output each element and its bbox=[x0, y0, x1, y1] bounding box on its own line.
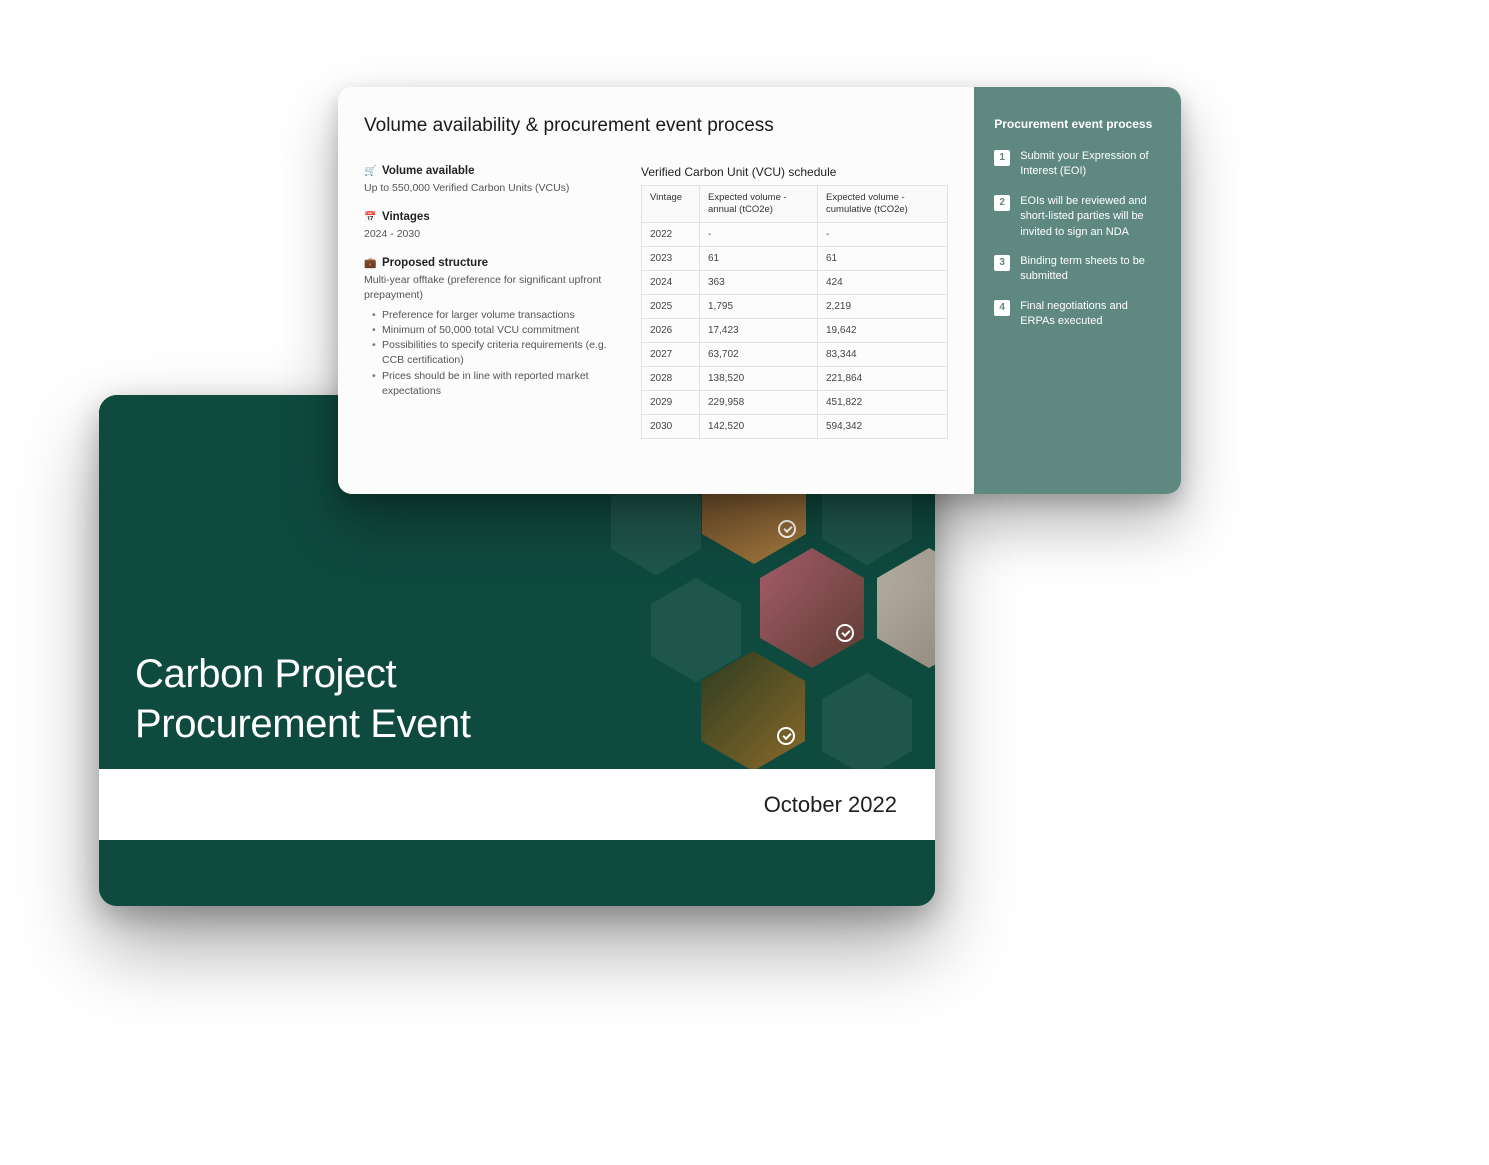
table-row: 2022-- bbox=[642, 222, 948, 246]
vcu-cell-vintage: 2024 bbox=[642, 270, 700, 294]
vcu-cell-vintage: 2027 bbox=[642, 342, 700, 366]
table-row: 2029229,958451,822 bbox=[642, 390, 948, 414]
structure-bullet: Prices should be in line with reported m… bbox=[372, 369, 619, 399]
vcu-col-header: Vintage bbox=[642, 186, 700, 223]
vcu-cell-vintage: 2023 bbox=[642, 246, 700, 270]
table-row: 2028138,520221,864 bbox=[642, 366, 948, 390]
structure-heading: Proposed structure bbox=[364, 257, 619, 269]
vcu-table-body: 2022--20236161202436342420251,7952,21920… bbox=[642, 222, 948, 438]
check-icon bbox=[836, 624, 854, 642]
structure-heading-text: Proposed structure bbox=[382, 257, 488, 269]
vintages-heading: Vintages bbox=[364, 211, 619, 223]
structure-bullet: Preference for larger volume transaction… bbox=[372, 308, 619, 323]
vcu-cell-vintage: 2030 bbox=[642, 414, 700, 438]
vcu-cell-vintage: 2022 bbox=[642, 222, 700, 246]
step-text: Final negotiations and ERPAs executed bbox=[1020, 299, 1161, 330]
cover-title-line2: Procurement Event bbox=[135, 702, 471, 746]
vcu-cell-value: - bbox=[700, 222, 818, 246]
vcu-table-head: VintageExpected volume - annual (tCO2e)E… bbox=[642, 186, 948, 223]
vcu-cell-vintage: 2025 bbox=[642, 294, 700, 318]
vcu-col-header: Expected volume - annual (tCO2e) bbox=[700, 186, 818, 223]
table-row: 20236161 bbox=[642, 246, 948, 270]
volume-heading: Volume available bbox=[364, 165, 619, 177]
check-icon bbox=[778, 520, 796, 538]
hexagon-photo-cement bbox=[877, 548, 935, 668]
vintages-heading-text: Vintages bbox=[382, 211, 430, 223]
detail-body: Volume available Up to 550,000 Verified … bbox=[364, 165, 948, 474]
detail-card: Volume availability & procurement event … bbox=[338, 87, 1181, 494]
side-title: Procurement event process bbox=[994, 117, 1161, 131]
vcu-cell-vintage: 2028 bbox=[642, 366, 700, 390]
cover-white-band: October 2022 bbox=[99, 769, 935, 840]
vcu-cell-value: - bbox=[818, 222, 948, 246]
vcu-cell-value: 61 bbox=[700, 246, 818, 270]
step-text: Submit your Expression of Interest (EOI) bbox=[1020, 149, 1161, 180]
vcu-cell-value: 2,219 bbox=[818, 294, 948, 318]
check-icon bbox=[777, 727, 795, 745]
table-row: 202617,42319,642 bbox=[642, 318, 948, 342]
detail-side-panel: Procurement event process 1 Submit your E… bbox=[974, 87, 1181, 494]
step-number: 4 bbox=[994, 300, 1010, 316]
vcu-cell-value: 451,822 bbox=[818, 390, 948, 414]
step-number: 1 bbox=[994, 150, 1010, 166]
vcu-cell-value: 63,702 bbox=[700, 342, 818, 366]
cover-title-line1: Carbon Project bbox=[135, 652, 396, 696]
step-text: Binding term sheets to be submitted bbox=[1020, 254, 1161, 285]
detail-main: Volume availability & procurement event … bbox=[338, 87, 974, 494]
step-text: EOIs will be reviewed and short-listed p… bbox=[1020, 194, 1161, 240]
detail-right-column: Verified Carbon Unit (VCU) schedule Vint… bbox=[641, 165, 948, 474]
vcu-cell-value: 17,423 bbox=[700, 318, 818, 342]
structure-bullets: Preference for larger volume transaction… bbox=[364, 308, 619, 399]
vcu-cell-value: 61 bbox=[818, 246, 948, 270]
vcu-cell-value: 424 bbox=[818, 270, 948, 294]
structure-text: Multi-year offtake (preference for signi… bbox=[364, 273, 619, 301]
vcu-cell-value: 83,344 bbox=[818, 342, 948, 366]
cover-date: October 2022 bbox=[764, 792, 897, 818]
table-row: 202763,70283,344 bbox=[642, 342, 948, 366]
cover-bottom-panel bbox=[99, 840, 935, 906]
briefcase-icon bbox=[364, 257, 376, 269]
process-step: 1 Submit your Expression of Interest (EOI… bbox=[994, 149, 1161, 180]
vcu-cell-value: 363 bbox=[700, 270, 818, 294]
process-steps: 1 Submit your Expression of Interest (EOI… bbox=[994, 149, 1161, 330]
vcu-cell-vintage: 2026 bbox=[642, 318, 700, 342]
step-number: 3 bbox=[994, 255, 1010, 271]
cover-title: Carbon Project Procurement Event bbox=[135, 649, 471, 749]
structure-bullet: Minimum of 50,000 total VCU commitment bbox=[372, 323, 619, 338]
table-row: 2024363424 bbox=[642, 270, 948, 294]
process-step: 4 Final negotiations and ERPAs executed bbox=[994, 299, 1161, 330]
vcu-cell-value: 138,520 bbox=[700, 366, 818, 390]
calendar-icon bbox=[364, 211, 376, 223]
vcu-cell-value: 229,958 bbox=[700, 390, 818, 414]
vcu-table: VintageExpected volume - annual (tCO2e)E… bbox=[641, 185, 948, 439]
vcu-cell-value: 19,642 bbox=[818, 318, 948, 342]
volume-text: Up to 550,000 Verified Carbon Units (VCU… bbox=[364, 181, 619, 195]
vcu-cell-value: 221,864 bbox=[818, 366, 948, 390]
vcu-cell-value: 1,795 bbox=[700, 294, 818, 318]
hexagon-photo-people bbox=[760, 548, 864, 668]
cart-icon bbox=[364, 165, 376, 177]
step-number: 2 bbox=[994, 195, 1010, 211]
vcu-table-caption: Verified Carbon Unit (VCU) schedule bbox=[641, 165, 948, 179]
table-row: 20251,7952,219 bbox=[642, 294, 948, 318]
process-step: 2 EOIs will be reviewed and short-listed … bbox=[994, 194, 1161, 240]
hexagon-ghost bbox=[822, 673, 912, 777]
detail-title: Volume availability & procurement event … bbox=[364, 115, 948, 137]
process-step: 3 Binding term sheets to be submitted bbox=[994, 254, 1161, 285]
vcu-col-header: Expected volume - cumulative (tCO2e) bbox=[818, 186, 948, 223]
vintages-text: 2024 - 2030 bbox=[364, 227, 619, 241]
vcu-cell-vintage: 2029 bbox=[642, 390, 700, 414]
vcu-cell-value: 594,342 bbox=[818, 414, 948, 438]
structure-bullet: Possibilities to specify criteria requir… bbox=[372, 338, 619, 368]
table-row: 2030142,520594,342 bbox=[642, 414, 948, 438]
volume-heading-text: Volume available bbox=[382, 165, 474, 177]
detail-left-column: Volume available Up to 550,000 Verified … bbox=[364, 165, 619, 474]
vcu-cell-value: 142,520 bbox=[700, 414, 818, 438]
